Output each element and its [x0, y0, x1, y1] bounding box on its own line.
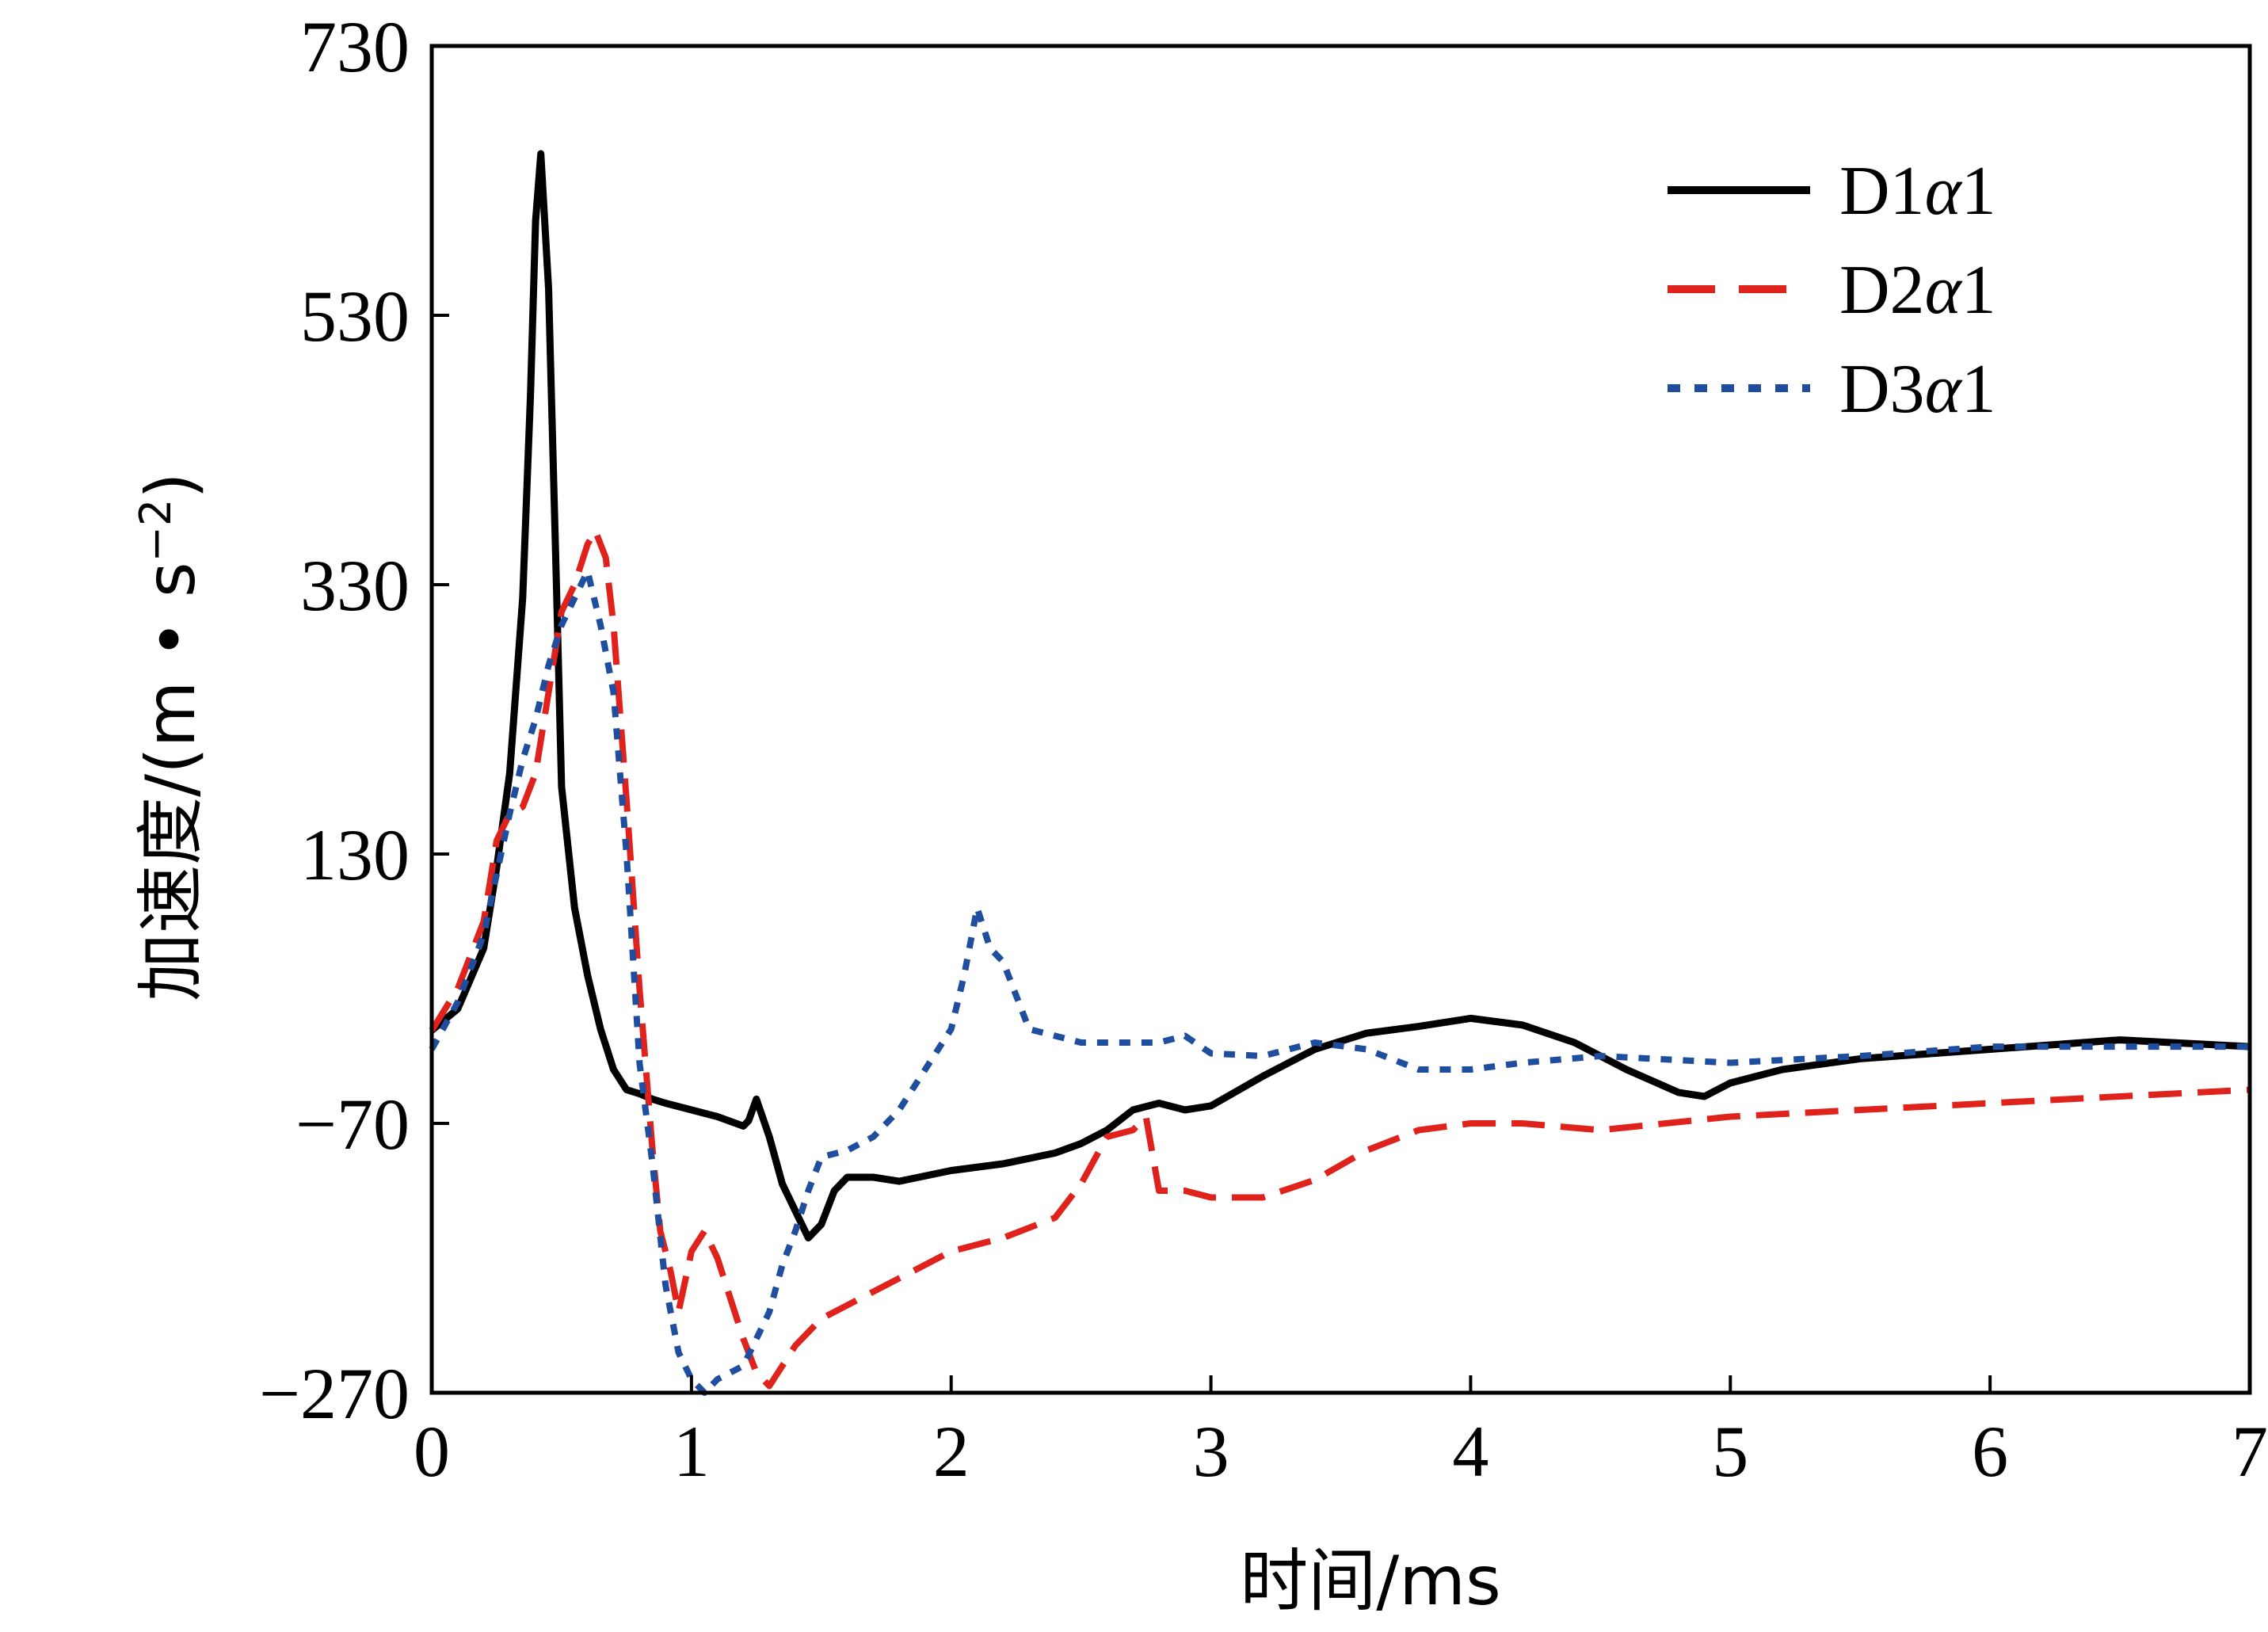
legend-label-greek: α — [1925, 153, 1963, 230]
x-tick-label: 2 — [933, 1411, 970, 1492]
series-line-1 — [429, 150, 2251, 1241]
x-tick-label: 6 — [1972, 1411, 2008, 1492]
x-axis-title: 时间/ms — [1240, 1542, 1501, 1621]
y-tick-label: 130 — [300, 814, 410, 895]
y-axis-title-close: ) — [132, 472, 211, 499]
plot-frame — [429, 44, 2252, 1395]
legend-label-3: D3α1 — [1839, 351, 1996, 428]
legend-label-1: D1α1 — [1839, 153, 1996, 230]
x-tick-label: 0 — [414, 1411, 450, 1492]
y-tick-label: 730 — [300, 6, 410, 87]
series-layer — [429, 150, 2251, 1396]
y-tick-label: −270 — [259, 1353, 410, 1434]
x-tick-label: 5 — [1712, 1411, 1748, 1492]
x-tick-label: 3 — [1193, 1411, 1229, 1492]
legend-label-2: D2α1 — [1839, 252, 1996, 329]
y-tick-label: −70 — [295, 1084, 410, 1165]
legend-label-prefix: D3 — [1839, 351, 1925, 428]
x-tick-label: 1 — [673, 1411, 710, 1492]
y-axis-title: 加速度/(m • s−2) — [131, 472, 211, 1001]
series-line-2 — [429, 528, 2251, 1390]
ticks-layer: 0 1 2 3 4 5 6 7 −270 −70 130 330 530 730 — [259, 6, 2268, 1492]
x-tick-label: 7 — [2232, 1411, 2268, 1492]
legend-label-greek: α — [1925, 351, 1963, 428]
legend-label-suffix: 1 — [1961, 153, 1996, 230]
y-axis-title-main: 加速度/(m • s — [132, 562, 211, 1001]
x-tick-label: 4 — [1452, 1411, 1488, 1492]
y-axis-title-superscript: −2 — [131, 499, 181, 562]
legend-label-greek: α — [1925, 252, 1963, 329]
legend-label-prefix: D1 — [1839, 153, 1925, 230]
y-tick-label: 330 — [300, 545, 410, 626]
legend-label-suffix: 1 — [1961, 351, 1996, 428]
legend-label-prefix: D2 — [1839, 252, 1925, 329]
y-tick-label: 530 — [300, 276, 410, 357]
legend-label-suffix: 1 — [1961, 252, 1996, 329]
